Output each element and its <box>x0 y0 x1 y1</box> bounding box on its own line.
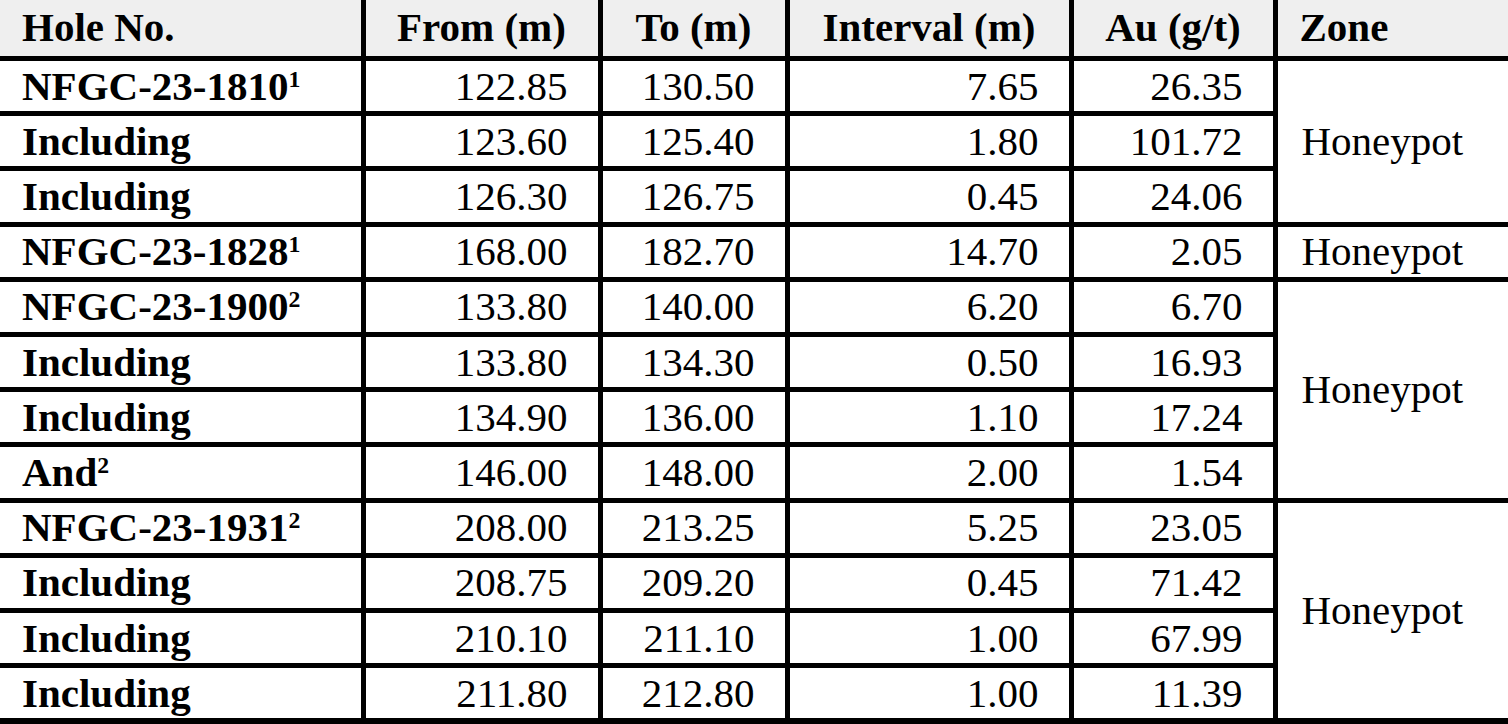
to-cell: 212.80 <box>600 666 787 721</box>
interval-cell: 0.45 <box>787 555 1071 610</box>
col-header-hole-no: Hole No. <box>0 0 363 59</box>
interval-cell: 1.00 <box>787 666 1071 721</box>
to-cell: 130.50 <box>600 59 787 114</box>
interval-cell: 0.45 <box>787 169 1071 224</box>
col-header-interval: Interval (m) <box>787 0 1071 59</box>
from-cell: 134.90 <box>363 390 600 445</box>
zone-cell: Honeypot <box>1275 59 1508 225</box>
footnote-superscript: 2 <box>97 452 109 478</box>
hole-no-label: NFGC-23-1810 <box>22 63 288 109</box>
zone-cell: Honeypot <box>1275 279 1508 500</box>
to-cell: 125.40 <box>600 114 787 169</box>
zone-cell: Honeypot <box>1275 224 1508 279</box>
col-header-from: From (m) <box>363 0 600 59</box>
hole-no-label: NFGC-23-1931 <box>22 504 288 550</box>
table-row: NFGC-23-18281168.00182.7014.702.05Honeyp… <box>0 224 1508 279</box>
to-cell: 136.00 <box>600 390 787 445</box>
au-cell: 71.42 <box>1071 555 1275 610</box>
from-cell: 126.30 <box>363 169 600 224</box>
hole-no-cell: Including <box>0 666 363 721</box>
hole-no-cell: And2 <box>0 445 363 500</box>
table-body: NFGC-23-18101122.85130.507.6526.35Honeyp… <box>0 59 1508 722</box>
hole-no-cell: Including <box>0 611 363 666</box>
interval-cell: 1.00 <box>787 611 1071 666</box>
from-cell: 210.10 <box>363 611 600 666</box>
hole-no-cell: Including <box>0 335 363 390</box>
interval-cell: 5.25 <box>787 500 1071 555</box>
hole-no-label: Including <box>22 559 191 605</box>
table-row: NFGC-23-18101122.85130.507.6526.35Honeyp… <box>0 59 1508 114</box>
interval-cell: 1.80 <box>787 114 1071 169</box>
interval-cell: 1.10 <box>787 390 1071 445</box>
from-cell: 133.80 <box>363 279 600 334</box>
au-cell: 16.93 <box>1071 335 1275 390</box>
header-row: Hole No. From (m) To (m) Interval (m) Au… <box>0 0 1508 59</box>
drill-results-table: Hole No. From (m) To (m) Interval (m) Au… <box>0 0 1508 724</box>
to-cell: 148.00 <box>600 445 787 500</box>
hole-no-label: Including <box>22 670 191 716</box>
au-cell: 101.72 <box>1071 114 1275 169</box>
hole-no-label: NFGC-23-1828 <box>22 228 288 274</box>
hole-no-cell: Including <box>0 114 363 169</box>
to-cell: 209.20 <box>600 555 787 610</box>
au-cell: 11.39 <box>1071 666 1275 721</box>
from-cell: 133.80 <box>363 335 600 390</box>
hole-no-label: NFGC-23-1900 <box>22 283 288 329</box>
hole-no-cell: NFGC-23-19312 <box>0 500 363 555</box>
footnote-superscript: 1 <box>288 66 300 92</box>
interval-cell: 14.70 <box>787 224 1071 279</box>
col-header-to: To (m) <box>600 0 787 59</box>
from-cell: 168.00 <box>363 224 600 279</box>
to-cell: 140.00 <box>600 279 787 334</box>
from-cell: 122.85 <box>363 59 600 114</box>
hole-no-cell: Including <box>0 169 363 224</box>
to-cell: 182.70 <box>600 224 787 279</box>
au-cell: 67.99 <box>1071 611 1275 666</box>
hole-no-cell: NFGC-23-19002 <box>0 279 363 334</box>
hole-no-cell: Including <box>0 555 363 610</box>
au-cell: 24.06 <box>1071 169 1275 224</box>
hole-no-label: Including <box>22 615 191 661</box>
from-cell: 146.00 <box>363 445 600 500</box>
col-header-au: Au (g/t) <box>1071 0 1275 59</box>
footnote-superscript: 2 <box>288 507 300 533</box>
au-cell: 17.24 <box>1071 390 1275 445</box>
from-cell: 208.00 <box>363 500 600 555</box>
hole-no-label: Including <box>22 339 191 385</box>
au-cell: 26.35 <box>1071 59 1275 114</box>
hole-no-cell: NFGC-23-18281 <box>0 224 363 279</box>
hole-no-label: And <box>22 449 97 495</box>
from-cell: 208.75 <box>363 555 600 610</box>
interval-cell: 2.00 <box>787 445 1071 500</box>
hole-no-label: Including <box>22 394 191 440</box>
to-cell: 211.10 <box>600 611 787 666</box>
to-cell: 213.25 <box>600 500 787 555</box>
au-cell: 1.54 <box>1071 445 1275 500</box>
table-row: NFGC-23-19312208.00213.255.2523.05Honeyp… <box>0 500 1508 555</box>
from-cell: 211.80 <box>363 666 600 721</box>
from-cell: 123.60 <box>363 114 600 169</box>
au-cell: 2.05 <box>1071 224 1275 279</box>
hole-no-cell: NFGC-23-18101 <box>0 59 363 114</box>
hole-no-label: Including <box>22 118 191 164</box>
hole-no-label: Including <box>22 173 191 219</box>
interval-cell: 7.65 <box>787 59 1071 114</box>
footnote-superscript: 1 <box>288 231 300 257</box>
to-cell: 126.75 <box>600 169 787 224</box>
interval-cell: 0.50 <box>787 335 1071 390</box>
au-cell: 6.70 <box>1071 279 1275 334</box>
table-row: NFGC-23-19002133.80140.006.206.70Honeypo… <box>0 279 1508 334</box>
hole-no-cell: Including <box>0 390 363 445</box>
zone-cell: Honeypot <box>1275 500 1508 721</box>
interval-cell: 6.20 <box>787 279 1071 334</box>
col-header-zone: Zone <box>1275 0 1508 59</box>
to-cell: 134.30 <box>600 335 787 390</box>
footnote-superscript: 2 <box>288 286 300 312</box>
au-cell: 23.05 <box>1071 500 1275 555</box>
